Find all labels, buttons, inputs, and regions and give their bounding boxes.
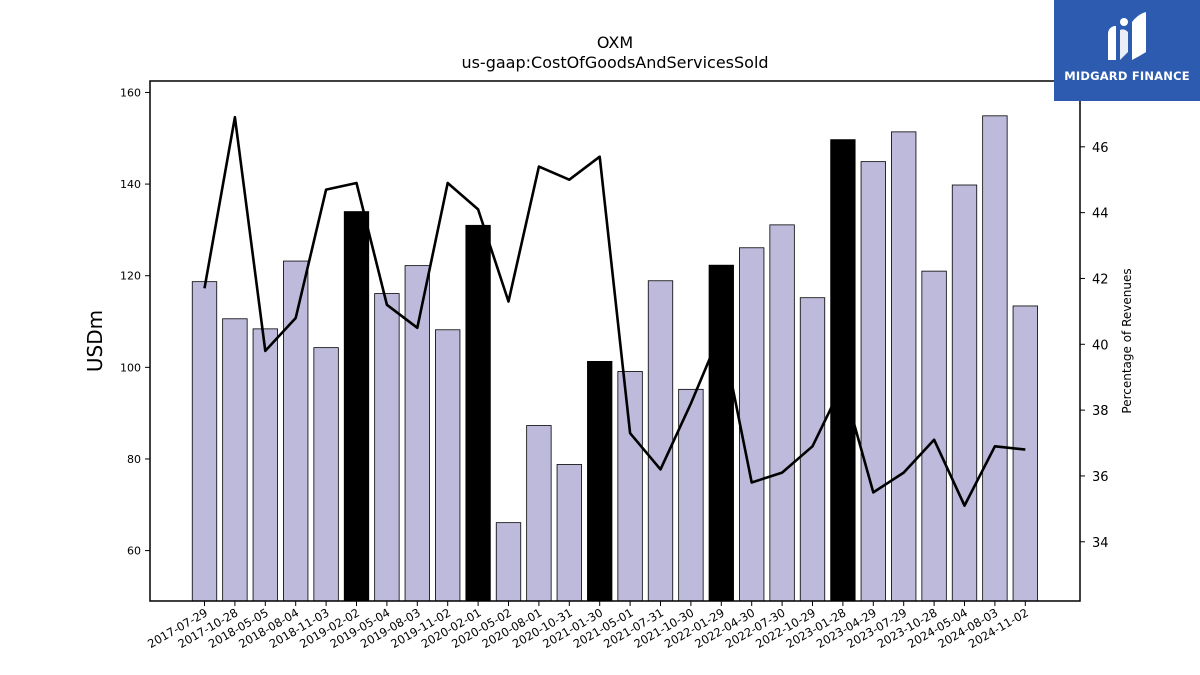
y2-axis-label: Percentage of Revenues: [1120, 268, 1134, 413]
y-tick-label: 100: [120, 361, 141, 374]
bar-2018-11-03: [313, 347, 339, 602]
bar-2024-05-04: [951, 184, 978, 602]
y-tick-label: 120: [120, 270, 141, 283]
bar-2021-07-31: [647, 280, 674, 602]
bar-2019-05-04: [374, 293, 400, 602]
bar-2023-04-29: [860, 161, 886, 602]
bar-2021-01-30: [587, 360, 613, 602]
bar-2018-05-05: [252, 328, 278, 602]
bar-2024-11-02: [1012, 305, 1038, 602]
bar-2017-10-28: [222, 318, 248, 602]
y2-tick-label: 42: [1092, 272, 1109, 287]
y2-tick-label: 34: [1092, 536, 1109, 551]
bar-2022-10-29: [799, 297, 826, 602]
y-axis-label: USDm: [83, 310, 107, 372]
y-tick-label: 140: [120, 178, 141, 191]
bar-2022-07-30: [769, 224, 795, 602]
bar-2020-02-01: [465, 224, 491, 602]
logo-text: MIDGARD FINANCE: [1064, 69, 1190, 83]
bar-2020-10-31: [556, 464, 582, 602]
midgard-finance-logo: MIDGARD FINANCE: [1054, 0, 1200, 101]
bar-2018-08-04: [283, 260, 309, 602]
y2-tick-label: 40: [1092, 338, 1109, 353]
plot-area: 6080100120140160343638404244462017-07-29…: [120, 80, 1109, 651]
plot-frame: [149, 80, 1081, 602]
line-series-percentage: [203, 115, 1026, 507]
y2-tick-label: 36: [1092, 470, 1109, 485]
bar-2024-08-03: [982, 115, 1008, 602]
bar-2022-01-29: [708, 264, 734, 602]
bar-2019-08-03: [404, 265, 430, 602]
bar-2023-01-28: [830, 139, 856, 602]
bar-2023-07-29: [891, 131, 917, 602]
y-tick-label: 60: [127, 545, 141, 558]
bar-2021-10-30: [678, 388, 704, 602]
bar-2019-02-02: [343, 211, 370, 602]
y2-tick-label: 38: [1092, 404, 1109, 419]
y-tick-label: 160: [120, 86, 141, 99]
chart-title: OXM: [597, 33, 633, 52]
bar-2020-05-02: [495, 522, 522, 602]
bar-2022-04-30: [739, 247, 765, 602]
bar-2019-11-02: [435, 329, 461, 602]
y2-tick-label: 44: [1092, 207, 1109, 222]
chart-subtitle: us-gaap:CostOfGoodsAndServicesSold: [461, 53, 768, 72]
y-tick-label: 80: [127, 453, 141, 466]
bar-2020-08-01: [526, 425, 552, 602]
bar-2023-10-28: [921, 270, 947, 602]
y2-tick-label: 46: [1092, 141, 1109, 156]
bar-2021-05-01: [617, 371, 643, 602]
bar-2017-07-29: [191, 281, 218, 602]
midgard-logo-icon: [1108, 12, 1146, 60]
